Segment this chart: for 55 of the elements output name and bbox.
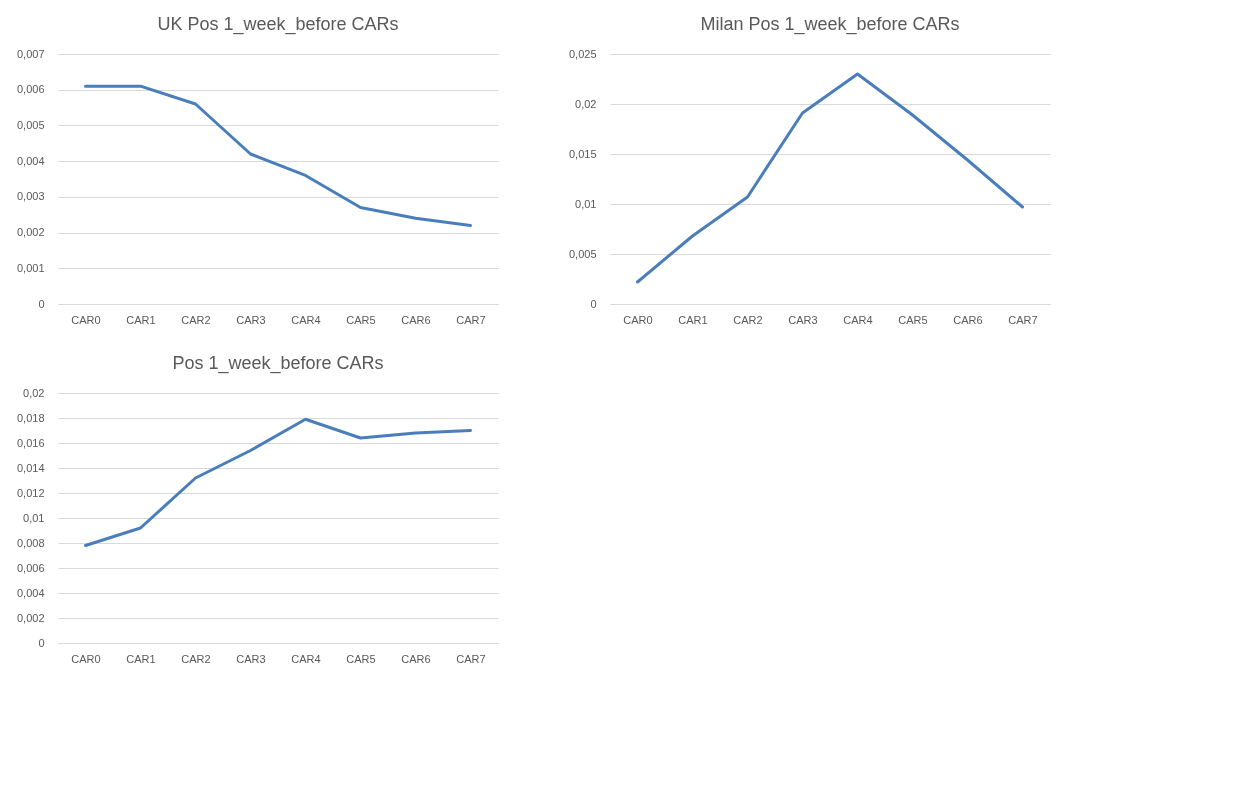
x-tick-label: CAR7	[1008, 313, 1038, 326]
y-tick-label: 0,006	[16, 83, 45, 96]
x-tick-label: CAR5	[346, 652, 376, 665]
x-tick-label: CAR7	[456, 652, 486, 665]
chart-title: Pos 1_week_before CARs	[172, 353, 384, 374]
x-tick-label: CAR0	[71, 652, 101, 665]
x-tick-label: CAR3	[236, 652, 266, 665]
x-tick-label: CAR1	[126, 313, 156, 326]
x-tick-label: CAR6	[401, 652, 431, 665]
y-tick-label: 0,01	[575, 197, 597, 210]
y-tick-label: 0,001	[16, 261, 45, 274]
y-tick-label: 0,025	[568, 47, 597, 60]
y-tick-label: 0,018	[16, 411, 45, 424]
y-tick-label: 0,005	[568, 247, 597, 260]
x-tick-label: CAR0	[623, 313, 653, 326]
x-tick-label: CAR0	[71, 313, 101, 326]
line-series	[84, 417, 472, 547]
y-tick-label: 0,002	[16, 611, 45, 624]
y-tick-label: 0	[590, 297, 597, 310]
x-tick-label: CAR1	[126, 652, 156, 665]
x-tick-label: CAR4	[291, 652, 321, 665]
y-tick-label: 0,004	[16, 154, 45, 167]
x-tick-label: CAR3	[788, 313, 818, 326]
x-tick-label: CAR5	[898, 313, 928, 326]
x-tick-label: CAR5	[346, 313, 376, 326]
x-tick-label: CAR6	[953, 313, 983, 326]
y-tick-label: 0	[38, 297, 45, 310]
x-tick-label: CAR6	[401, 313, 431, 326]
y-tick-label: 0,008	[16, 536, 45, 549]
chart-title: UK Pos 1_week_before CARs	[157, 14, 399, 35]
x-tick-label: CAR2	[181, 313, 211, 326]
x-tick-label: CAR3	[236, 313, 266, 326]
y-tick-label: 0,003	[16, 190, 45, 203]
x-tick-label: CAR4	[843, 313, 873, 326]
x-tick-label: CAR1	[678, 313, 708, 326]
chart-title: Milan Pos 1_week_before CARs	[700, 14, 960, 35]
line-series	[84, 84, 472, 227]
y-tick-label: 0,007	[16, 47, 45, 60]
y-tick-label: 0,02	[575, 97, 597, 110]
line-series	[636, 72, 1024, 284]
x-tick-label: CAR2	[181, 652, 211, 665]
x-tick-label: CAR2	[733, 313, 763, 326]
x-tick-label: CAR7	[456, 313, 486, 326]
y-tick-label: 0,002	[16, 226, 45, 239]
y-tick-label: 0,014	[16, 461, 45, 474]
y-tick-label: 0,02	[23, 386, 45, 399]
y-tick-label: 0,005	[16, 118, 45, 131]
y-tick-label: 0,006	[16, 561, 45, 574]
y-tick-label: 0,016	[16, 436, 45, 449]
y-tick-label: 0,015	[568, 147, 597, 160]
y-tick-label: 0,01	[23, 511, 45, 524]
y-tick-label: 0,004	[16, 586, 45, 599]
x-tick-label: CAR4	[291, 313, 321, 326]
y-tick-label: 0,012	[16, 486, 45, 499]
y-tick-label: 0	[38, 636, 45, 649]
